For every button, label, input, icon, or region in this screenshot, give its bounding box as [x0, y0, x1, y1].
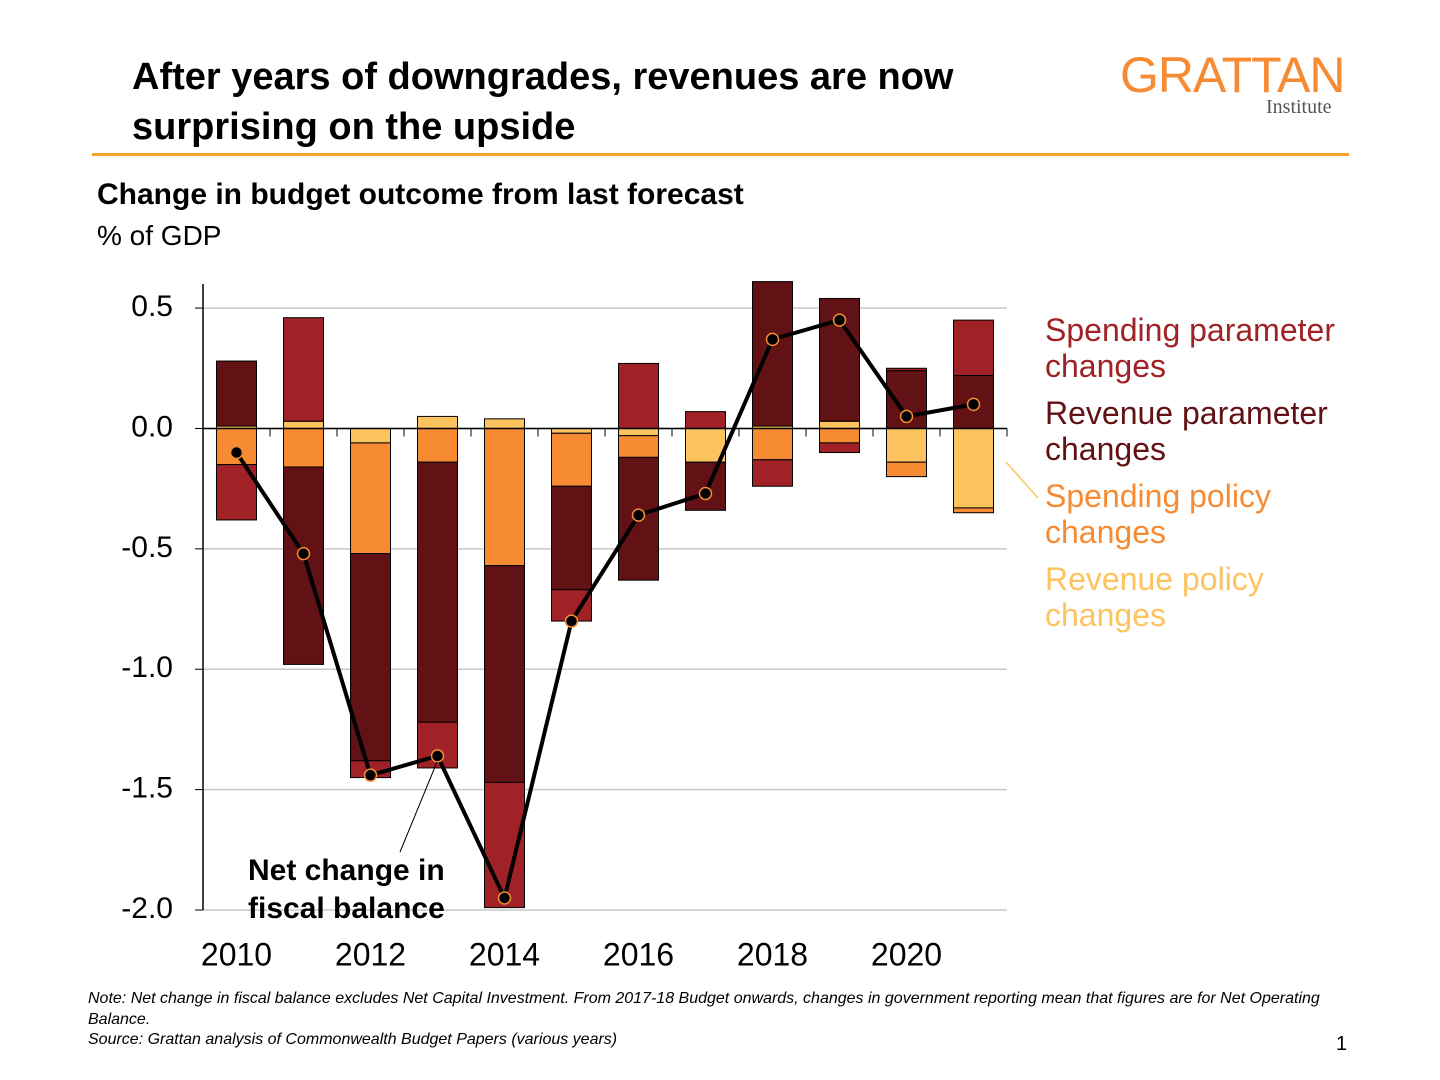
unit-label: % of GDP [97, 220, 222, 251]
bar-segment [953, 427, 994, 509]
net-point [363, 768, 378, 782]
bar-segment [551, 432, 592, 487]
bar-segment [216, 360, 257, 427]
bar-segment [283, 427, 324, 468]
note: Note: Net change in fiscal balance exclu… [88, 990, 1320, 1028]
bar-segment [350, 442, 391, 555]
net-point [765, 332, 780, 347]
net-point [966, 397, 981, 412]
net-point [430, 749, 445, 763]
bar-segment [350, 427, 391, 444]
net-point [564, 614, 579, 628]
bar-segment [685, 411, 726, 429]
annotation: Net change in fiscal balance [248, 854, 445, 925]
net-point [631, 508, 646, 522]
y-tick-label: 0.5 [131, 290, 173, 323]
net-point [497, 891, 512, 905]
x-tick-label: 2014 [469, 936, 540, 972]
bar-segment [819, 420, 860, 429]
net-point [899, 409, 914, 424]
net-point [698, 486, 713, 501]
legend-entry: Revenue parameter changes [1045, 395, 1328, 467]
bar-segment [819, 442, 860, 454]
bar-segment [283, 317, 324, 422]
title: After years of downgrades, revenues are … [132, 56, 954, 148]
logo: GRATTAN [1120, 47, 1345, 103]
bar-segment [484, 565, 525, 783]
bar-segment [752, 427, 793, 461]
net-point [296, 546, 311, 561]
legend-entry: Spending parameter changes [1045, 312, 1335, 384]
bar-segment [417, 415, 458, 429]
x-tick-label: 2010 [201, 936, 272, 972]
bar-segment [618, 427, 659, 437]
net-line [234, 317, 974, 904]
bar-segment [752, 281, 793, 427]
page-number: 1 [1336, 1033, 1348, 1055]
source: Source: Grattan analysis of Commonwealth… [88, 1031, 618, 1048]
chart-subtitle: Change in budget outcome from last forec… [97, 178, 744, 211]
net-point [229, 445, 244, 460]
bar-segment [953, 319, 994, 376]
chart: 0.5 0.0 -0.5 -1.0 -1.5 -2.0 2010 2012 2014 2016 20… [121, 281, 1039, 972]
bar-segment [283, 466, 324, 665]
bar-segment [953, 507, 994, 514]
net-point [832, 313, 847, 327]
x-tick-label: 2020 [871, 936, 942, 972]
logo-subtitle: Institute [1266, 96, 1332, 118]
bar-segment [886, 461, 927, 478]
bar-segment [886, 367, 927, 372]
y-tick-label: -1.0 [121, 651, 173, 684]
legend-entry: Revenue policy changes [1045, 561, 1264, 633]
bar-segment [618, 435, 659, 458]
bar-segment [484, 418, 525, 429]
y-tick-label: -0.5 [121, 531, 173, 564]
legend-entry: Spending policy changes [1045, 478, 1271, 550]
x-tick-label: 2018 [737, 936, 808, 972]
y-tick-label: 0.0 [131, 410, 173, 443]
annotation-leader [399, 761, 438, 853]
x-tick-label: 2016 [603, 936, 674, 972]
bar-segment [484, 427, 525, 567]
bar-segment [819, 427, 860, 444]
bar-segment [685, 461, 726, 511]
legend-leader [1005, 461, 1039, 499]
x-tick-label: 2012 [335, 936, 406, 972]
bar-segment [417, 427, 458, 463]
bar-segment [551, 485, 592, 591]
y-tick-label: -2.0 [121, 892, 173, 925]
bar-segment [886, 427, 927, 463]
annotation-box: Net change in fiscal balance [248, 854, 445, 925]
bar-segment [752, 459, 793, 487]
bar-segment [417, 461, 458, 723]
bar-segment [618, 362, 659, 429]
y-tick-label: -1.5 [121, 772, 173, 805]
bar-segment [283, 420, 324, 429]
divider [92, 153, 1349, 156]
